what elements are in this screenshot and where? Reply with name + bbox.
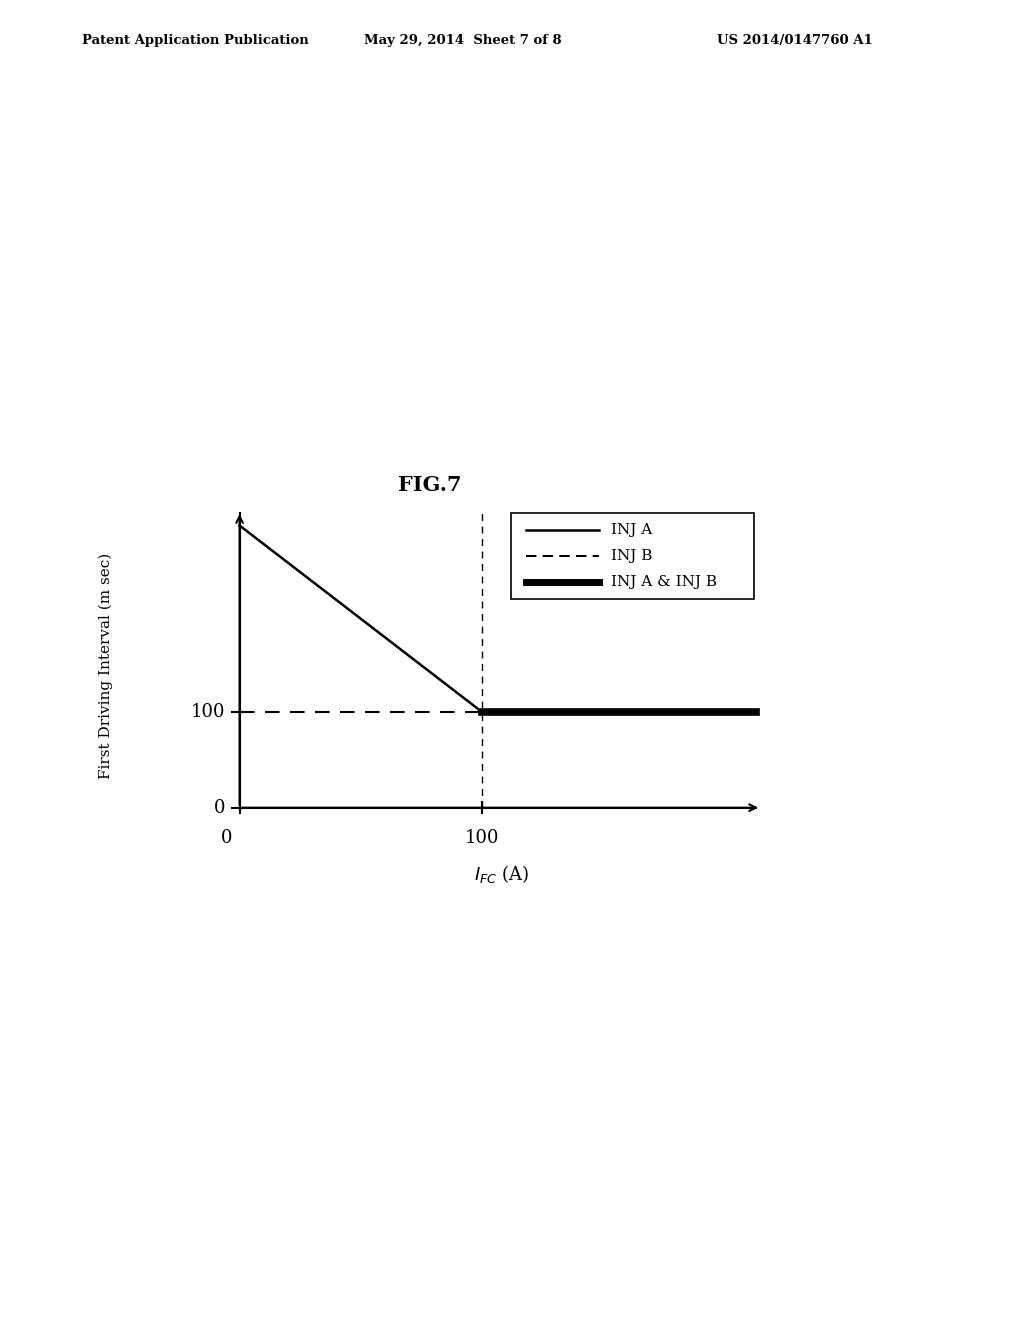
Text: 0: 0: [214, 799, 225, 817]
Text: 0: 0: [221, 829, 232, 846]
Text: Patent Application Publication: Patent Application Publication: [82, 34, 308, 48]
Text: INJ A & INJ B: INJ A & INJ B: [610, 576, 717, 589]
Text: 100: 100: [465, 829, 500, 846]
Text: US 2014/0147760 A1: US 2014/0147760 A1: [717, 34, 872, 48]
Text: INJ A: INJ A: [610, 523, 652, 537]
Text: May 29, 2014  Sheet 7 of 8: May 29, 2014 Sheet 7 of 8: [364, 34, 561, 48]
Text: FIG.7: FIG.7: [398, 475, 462, 495]
Text: $I_{FC}$ (A): $I_{FC}$ (A): [474, 863, 529, 886]
Text: First Driving Interval (m sec): First Driving Interval (m sec): [99, 553, 114, 779]
Bar: [511, 513, 754, 599]
Text: INJ B: INJ B: [610, 549, 652, 564]
Text: 100: 100: [190, 704, 225, 721]
